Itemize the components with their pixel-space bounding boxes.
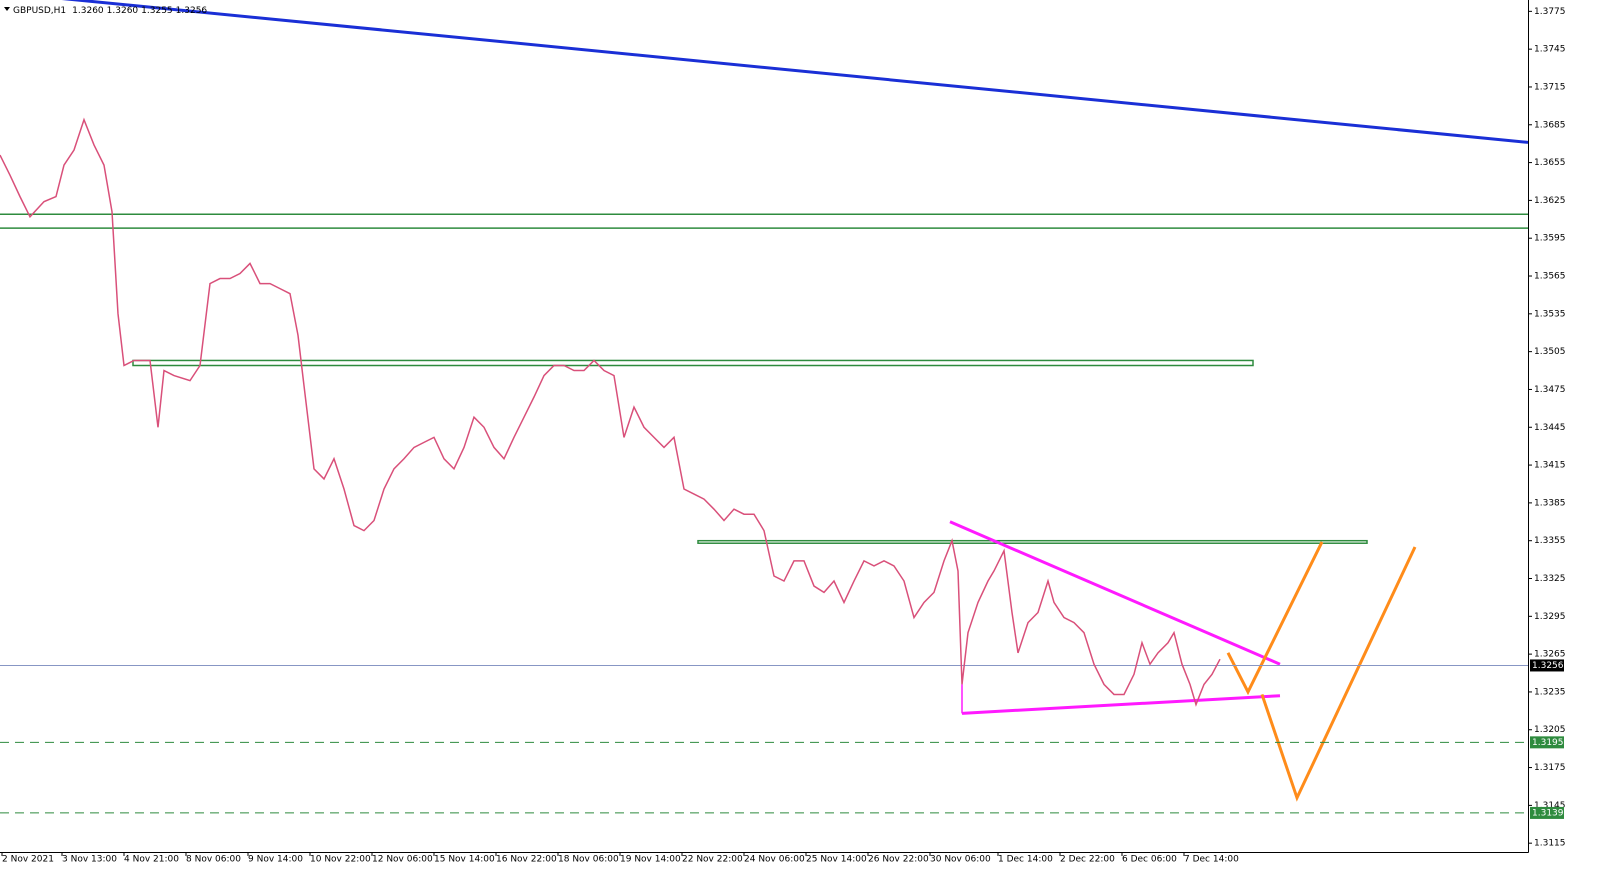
y-tick-label: 1.3355 [1534, 536, 1566, 546]
header: GBPUSD,H1 1.3260 1.3260 1.3255 1.3256 [4, 6, 207, 16]
y-tick-label: 1.3505 [1534, 347, 1566, 357]
level-label: 1.3139 [1532, 808, 1564, 818]
level-label-bg [1530, 736, 1564, 749]
y-tick-label: 1.3595 [1534, 234, 1566, 244]
y-tick-label: 1.3715 [1534, 82, 1566, 92]
level-label: 1.3256 [1532, 661, 1564, 671]
x-tick-label: 1 Dec 14:00 [998, 855, 1053, 865]
trend-line [949, 520, 1281, 666]
price-line [0, 117, 1221, 707]
trend-line [961, 694, 1281, 715]
x-tick-label: 9 Nov 14:00 [248, 855, 303, 865]
axes: 1.3775 1.3745 1.3715 1.3685 1.3655 1.3625 1.35… [0, 0, 1566, 865]
y-tick-label: 1.3565 [1534, 272, 1566, 282]
trend-line [1260, 546, 1417, 802]
plot [0, 117, 1221, 707]
symbol-name: GBPUSD,H1 [13, 6, 66, 16]
level-label-bg [1530, 806, 1564, 819]
level-label-bg [1530, 659, 1564, 672]
y-tick-label: 1.3325 [1534, 574, 1566, 584]
zone [697, 539, 1368, 544]
y-tick-label: 1.3625 [1534, 196, 1566, 206]
x-tick-label: 30 Nov 06:00 [930, 855, 991, 865]
x-tick-label: 3 Nov 13:00 [62, 855, 117, 865]
x-tick-label: 24 Nov 06:00 [744, 855, 805, 865]
x-tick-label: 6 Dec 06:00 [1122, 855, 1177, 865]
symbol: GBPUSD,H1 1.3260 1.3260 1.3255 1.3256 [13, 6, 207, 16]
x-tick-label: 25 Nov 14:00 [806, 855, 867, 865]
x-tick-label: 22 Nov 22:00 [682, 855, 743, 865]
x-tick-label: 19 Nov 14:00 [620, 855, 681, 865]
x-tick-label: 7 Dec 14:00 [1184, 855, 1239, 865]
ohlc-value: 1.3255 [141, 6, 173, 16]
header-arrow [4, 7, 10, 11]
ohlc-value: 1.3256 [176, 6, 208, 16]
ohlc-value: 1.3260 [107, 6, 139, 16]
y-tick-label: 1.3115 [1534, 839, 1566, 849]
y-tick-label: 1.3295 [1534, 612, 1566, 622]
level-label: 1.3195 [1532, 738, 1564, 748]
y-tick-label: 1.3745 [1534, 45, 1566, 55]
drawings [0, 0, 1528, 814]
x-tick-label: 18 Nov 06:00 [558, 855, 619, 865]
trend-line [61, 0, 1528, 144]
x-tick-label: 2 Dec 22:00 [1060, 855, 1115, 865]
y-tick-label: 1.3175 [1534, 763, 1566, 773]
y-tick-label: 1.3385 [1534, 498, 1566, 508]
x-tick-label: 26 Nov 22:00 [868, 855, 929, 865]
y-tick-label: 1.3445 [1534, 423, 1566, 433]
y-tick-label: 1.3205 [1534, 725, 1566, 735]
y-tick-label: 1.3475 [1534, 385, 1566, 395]
y-tick-label: 1.3775 [1534, 7, 1566, 17]
x-tick-label: 8 Nov 06:00 [186, 855, 241, 865]
y-tick-label: 1.3415 [1534, 461, 1566, 471]
x-tick-label: 16 Nov 22:00 [496, 855, 557, 865]
y-tick-label: 1.3145 [1534, 801, 1566, 811]
x-tick-label: 15 Nov 14:00 [434, 855, 495, 865]
zone [132, 359, 1254, 367]
ohlc-value: 1.3260 [72, 6, 104, 16]
x-tick-label: 4 Nov 21:00 [124, 855, 179, 865]
x-tick-label: 2 Nov 2021 [2, 855, 54, 865]
y-tick-label: 1.3685 [1534, 120, 1566, 130]
x-tick-label: 12 Nov 06:00 [372, 855, 433, 865]
y-tick-label: 1.3235 [1534, 687, 1566, 697]
y-tick-label: 1.3655 [1534, 158, 1566, 168]
y-tick-label: 1.3535 [1534, 309, 1566, 319]
y-tick-label: 1.3265 [1534, 650, 1566, 660]
x-tick-label: 10 Nov 22:00 [310, 855, 371, 865]
